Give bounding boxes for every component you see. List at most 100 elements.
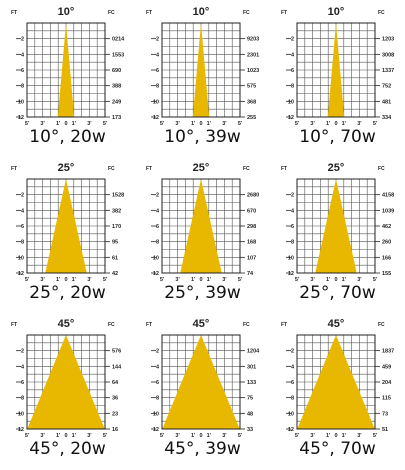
fc-value-label: 334	[382, 115, 392, 121]
beam-angle-title: 45°	[58, 318, 75, 330]
fc-axis-label: FC	[243, 10, 250, 16]
fc-value-label: 144	[112, 364, 122, 370]
ft-tick-label: 4	[156, 208, 160, 214]
fc-value-label: 33	[247, 427, 253, 433]
x-tick-label: 1'	[207, 433, 212, 439]
x-tick-label: 5'	[103, 121, 108, 127]
fc-axis-label: FC	[108, 10, 115, 16]
fc-value-label: 2680	[247, 193, 259, 199]
beam-chart: 25° FT FC 2 2680 4 670 6 298 8 168 10 107 12 74 5' 3' 1' 0…	[135, 156, 270, 312]
fc-value-label: 481	[382, 99, 391, 105]
fc-value-label: 255	[247, 115, 256, 121]
x-tick-label: 5'	[373, 277, 378, 283]
ft-tick-label: 2	[21, 37, 24, 43]
x-tick-label: 1'	[326, 433, 331, 439]
x-tick-label: 3'	[40, 277, 45, 283]
x-tick-label: 0	[64, 121, 67, 127]
x-tick-label: 3'	[40, 433, 45, 439]
ft-tick-label: 2	[156, 193, 159, 199]
ft-tick-label: 12	[18, 271, 24, 277]
x-tick-label: 3'	[175, 277, 180, 283]
ft-tick-label: 8	[156, 396, 159, 402]
x-tick-label: 5'	[295, 277, 300, 283]
x-tick-label: 1'	[191, 277, 196, 283]
x-tick-label: 5'	[295, 121, 300, 127]
ft-tick-label: 6	[156, 380, 159, 386]
fc-value-label: 298	[247, 224, 256, 230]
x-tick-label: 5'	[373, 433, 378, 439]
fc-value-label: 3008	[382, 52, 394, 58]
x-tick-label: 5'	[238, 433, 243, 439]
x-tick-label: 1'	[72, 121, 77, 127]
ft-tick-label: 12	[288, 427, 294, 433]
chart-caption: 45°, 20w	[29, 439, 106, 459]
fc-value-label: 61	[112, 255, 118, 261]
x-tick-label: 1'	[56, 277, 61, 283]
fc-value-label: 1837	[382, 349, 394, 355]
ft-axis-label: FT	[146, 10, 152, 16]
fc-value-label: 301	[247, 364, 256, 370]
beam-angle-title: 45°	[193, 318, 210, 330]
ft-tick-label: 8	[21, 396, 24, 402]
x-tick-label: 1'	[326, 277, 331, 283]
x-tick-label: 1'	[72, 277, 77, 283]
x-tick-label: 5'	[373, 121, 378, 127]
beam-angle-title: 10°	[328, 6, 345, 18]
ft-tick-label: 2	[21, 193, 24, 199]
beam-chart-svg: 10° FT FC 2 1203 4 3008 6 1337 8 752 10 481 12 334 5' 3'…	[281, 6, 394, 127]
chart-caption: 25°, 70w	[299, 283, 376, 303]
x-tick-label: 5'	[25, 433, 30, 439]
ft-tick-label: 10	[153, 411, 159, 417]
beam-chart: 45° FT FC 2 1204 4 301 6 133 8 75 10 48 12 33 5' 3' 1' 0 1'…	[135, 312, 270, 468]
x-tick-label: 3'	[222, 277, 227, 283]
beam-angle-title: 25°	[328, 162, 345, 174]
x-tick-label: 1'	[56, 433, 61, 439]
x-tick-label: 0	[199, 277, 202, 283]
chart-caption: 10°, 70w	[299, 127, 376, 147]
fc-value-label: 74	[247, 271, 254, 277]
x-tick-label: 3'	[357, 433, 362, 439]
fc-value-label: 155	[382, 271, 391, 277]
ft-tick-label: 6	[291, 224, 294, 230]
fc-value-label: 752	[382, 84, 391, 90]
beam-angle-title: 10°	[58, 6, 75, 18]
fc-value-label: 459	[382, 364, 391, 370]
ft-tick-label: 10	[288, 99, 294, 105]
fc-value-label: 575	[247, 84, 256, 90]
fc-value-label: 670	[247, 208, 256, 214]
ft-tick-label: 12	[288, 115, 294, 121]
ft-tick-label: 4	[291, 208, 295, 214]
ft-tick-label: 12	[288, 271, 294, 277]
chart-caption: 45°, 70w	[299, 439, 376, 459]
ft-tick-label: 8	[291, 240, 294, 246]
x-tick-label: 0	[64, 277, 67, 283]
fc-value-label: 204	[382, 380, 392, 386]
fc-value-label: 115	[382, 396, 391, 402]
x-tick-label: 1'	[56, 121, 61, 127]
fc-value-label: 0214	[112, 37, 125, 43]
fc-value-label: 107	[247, 255, 256, 261]
ft-tick-label: 2	[156, 349, 159, 355]
fc-value-label: 23	[112, 411, 118, 417]
fc-value-label: 260	[382, 240, 391, 246]
ft-tick-label: 6	[21, 224, 24, 230]
ft-tick-label: 4	[156, 364, 160, 370]
ft-axis-label: FT	[281, 322, 287, 328]
ft-tick-label: 6	[21, 380, 24, 386]
x-tick-label: 1'	[207, 121, 212, 127]
x-tick-label: 5'	[238, 277, 243, 283]
ft-tick-label: 2	[21, 349, 24, 355]
fc-value-label: 133	[247, 380, 256, 386]
ft-tick-label: 8	[21, 240, 24, 246]
x-tick-label: 0	[334, 277, 337, 283]
x-tick-label: 3'	[357, 121, 362, 127]
ft-tick-label: 8	[21, 84, 24, 90]
fc-value-label: 388	[112, 84, 121, 90]
ft-tick-label: 10	[18, 255, 24, 261]
fc-value-label: 690	[112, 68, 121, 74]
fc-value-label: 368	[247, 99, 256, 105]
chart-caption: 25°, 20w	[29, 283, 106, 303]
